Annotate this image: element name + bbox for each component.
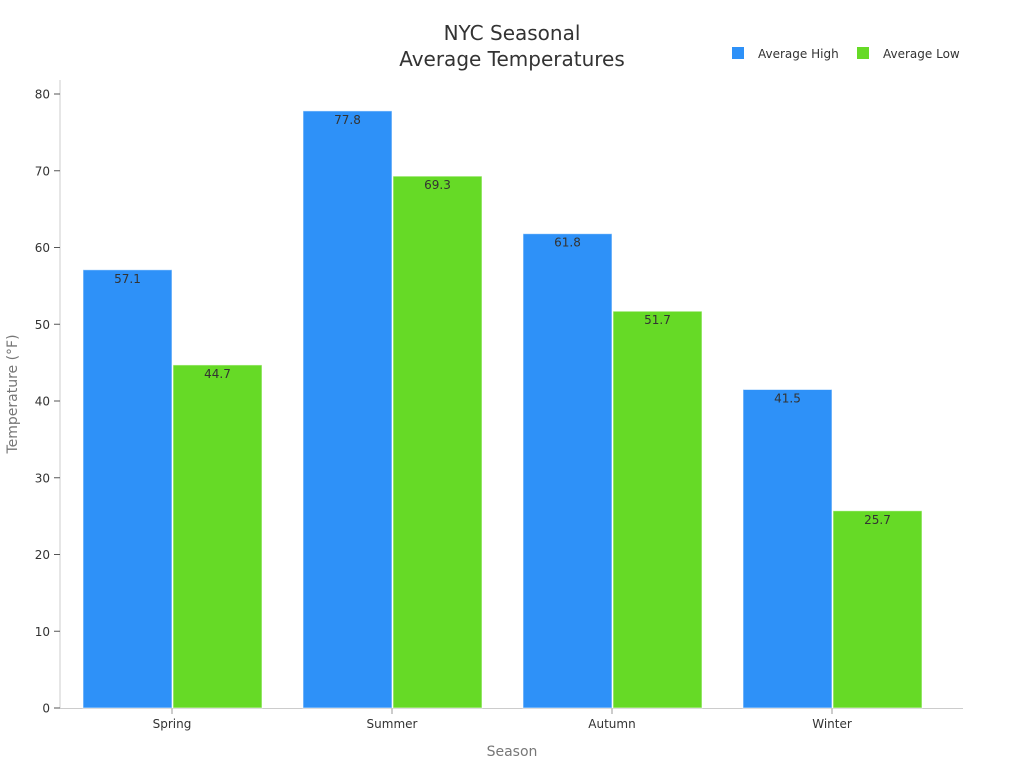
y-axis-label: Temperature (°F) bbox=[5, 334, 21, 454]
bar-value-label: 51.7 bbox=[644, 313, 671, 327]
bar-autumn-average-low[interactable] bbox=[612, 310, 703, 709]
bar-value-label: 69.3 bbox=[424, 178, 451, 192]
x-tick-label-winter: Winter bbox=[812, 717, 852, 731]
bar-value-label: 41.5 bbox=[774, 391, 801, 405]
bar-spring-average-high[interactable] bbox=[82, 269, 173, 709]
y-tick-label: 0 bbox=[42, 702, 50, 716]
legend-item-average-high[interactable]: Average High bbox=[732, 47, 839, 61]
legend-label: Average Low bbox=[883, 47, 960, 61]
legend-swatch bbox=[857, 47, 869, 59]
y-tick-label: 10 bbox=[35, 625, 50, 639]
x-axis: Spring Summer Autumn Winter Season bbox=[60, 708, 963, 760]
y-tick-label: 20 bbox=[35, 548, 50, 562]
legend-label: Average High bbox=[758, 47, 839, 61]
bar-winter-average-low[interactable] bbox=[832, 510, 923, 709]
bar-autumn-average-high[interactable] bbox=[522, 233, 613, 709]
bar-winter-average-high[interactable] bbox=[742, 388, 833, 709]
y-tick-label: 50 bbox=[35, 318, 50, 332]
x-tick-label-summer: Summer bbox=[367, 717, 418, 731]
y-tick-label: 80 bbox=[35, 88, 50, 102]
bar-value-label: 77.8 bbox=[334, 113, 361, 127]
x-axis-label: Season bbox=[487, 744, 538, 760]
y-tick-label: 40 bbox=[35, 395, 50, 409]
bars bbox=[82, 110, 923, 709]
bar-summer-average-low[interactable] bbox=[392, 175, 483, 709]
bar-value-label: 44.7 bbox=[204, 367, 231, 381]
bar-spring-average-low[interactable] bbox=[172, 364, 263, 709]
x-tick-label-autumn: Autumn bbox=[588, 717, 635, 731]
x-tick-label-spring: Spring bbox=[153, 717, 192, 731]
bar-value-label: 61.8 bbox=[554, 236, 581, 250]
y-tick-label: 30 bbox=[35, 471, 50, 485]
bar-summer-average-high[interactable] bbox=[302, 110, 393, 709]
legend-item-average-low[interactable]: Average Low bbox=[857, 47, 960, 61]
bar-value-label: 25.7 bbox=[864, 513, 891, 527]
data-labels: 57.1 44.7 77.8 69.3 61.8 51.7 41.5 25.7 bbox=[114, 113, 891, 527]
chart-title-line: NYC Seasonal bbox=[444, 21, 581, 45]
y-tick-label: 70 bbox=[35, 164, 50, 178]
legend: Average High Average Low bbox=[732, 47, 960, 61]
chart-title-line: Average Temperatures bbox=[399, 47, 625, 71]
y-tick-label: 60 bbox=[35, 241, 50, 255]
y-axis: 0 10 20 30 40 50 60 70 80 Temperature (°F) bbox=[5, 80, 61, 716]
bar-value-label: 57.1 bbox=[114, 272, 141, 286]
legend-swatch bbox=[732, 47, 744, 59]
